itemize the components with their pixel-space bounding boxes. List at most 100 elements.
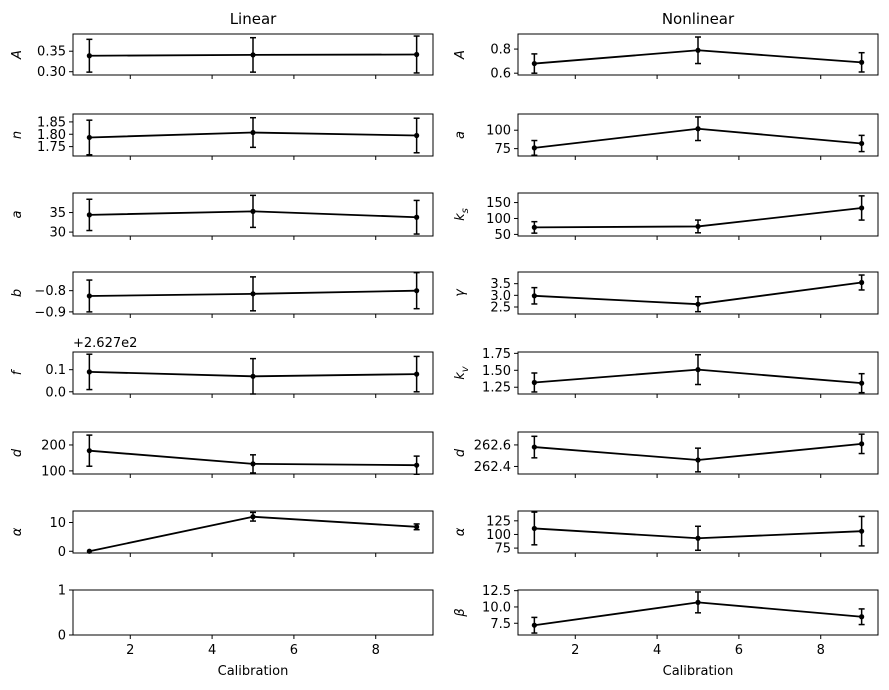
data-point bbox=[86, 369, 92, 375]
axes-frame bbox=[517, 510, 879, 554]
data-point bbox=[531, 293, 537, 299]
y-tick-label: 1.75 bbox=[482, 347, 511, 362]
y-axis-label: β bbox=[453, 608, 468, 617]
y-tick-label: 7.5 bbox=[490, 617, 511, 632]
data-point bbox=[695, 457, 701, 463]
y-tick-label: 0.0 bbox=[45, 385, 66, 400]
y-tick-label: 150 bbox=[486, 196, 511, 211]
y-tick-label: 0.30 bbox=[37, 65, 66, 80]
x-axis-label: Calibration bbox=[218, 664, 289, 679]
data-point bbox=[250, 461, 256, 467]
panel-1-1: 75 100 a bbox=[453, 113, 879, 160]
y-axis-label: d bbox=[453, 448, 468, 457]
y-tick-label: 0 bbox=[58, 545, 66, 560]
data-point bbox=[86, 548, 92, 554]
data-point bbox=[859, 205, 865, 211]
data-point bbox=[695, 535, 701, 541]
data-point bbox=[859, 614, 865, 620]
data-point bbox=[859, 528, 865, 534]
data-point bbox=[531, 145, 537, 151]
data-point bbox=[695, 126, 701, 132]
data-point bbox=[414, 288, 420, 294]
y-tick-label: 2.5 bbox=[490, 301, 511, 316]
y-tick-label: 0.1 bbox=[45, 363, 66, 378]
data-point bbox=[414, 132, 420, 139]
y-tick-label: −0.8 bbox=[34, 284, 66, 299]
data-point bbox=[531, 622, 537, 628]
y-axis-label: γ bbox=[453, 288, 468, 297]
axes-frame bbox=[517, 271, 879, 315]
axes-frame bbox=[72, 510, 434, 554]
y-axis-label: A bbox=[453, 50, 468, 60]
y-tick-label: 1.75 bbox=[37, 140, 66, 155]
panel-1-4: 1.25 1.50 1.75 kv bbox=[453, 347, 879, 398]
axes-frame bbox=[517, 192, 879, 237]
data-point bbox=[250, 52, 256, 58]
panel-1-3: 2.53.03.5 γ bbox=[453, 271, 879, 318]
axes-frame bbox=[517, 113, 879, 157]
x-tick-label: 8 bbox=[372, 643, 380, 658]
x-axis-label: Calibration bbox=[663, 664, 734, 679]
axes-frame bbox=[72, 192, 434, 237]
series-line bbox=[89, 515, 417, 553]
y-tick-label: 200 bbox=[41, 438, 66, 453]
data-point bbox=[414, 462, 420, 468]
data-point bbox=[859, 140, 865, 147]
y-tick-label: 1.50 bbox=[482, 364, 511, 379]
y-offset-text: +2.627e2 bbox=[73, 336, 137, 351]
data-point bbox=[86, 53, 92, 59]
y-axis-label: A bbox=[10, 50, 25, 60]
y-tick-label: 0.35 bbox=[37, 45, 66, 60]
panel-0-1: 1.751.801.85 n bbox=[10, 113, 434, 160]
y-axis-label: a bbox=[453, 131, 468, 139]
y-tick-label: 100 bbox=[486, 212, 511, 227]
data-point bbox=[695, 47, 701, 53]
panel-1-7: 7.5 10.012.5 2 4 6 8 β bbox=[453, 584, 879, 658]
axes-frame bbox=[72, 113, 434, 157]
y-tick-label: 75 bbox=[494, 142, 511, 157]
y-tick-label: 0.6 bbox=[490, 67, 511, 82]
y-tick-label: 100 bbox=[486, 124, 511, 139]
data-point bbox=[859, 380, 865, 386]
panel-0-2: 30 35 a bbox=[10, 192, 434, 241]
x-tick-label: 4 bbox=[653, 643, 661, 658]
column-title-1: Nonlinear bbox=[662, 10, 735, 28]
column-title-0: Linear bbox=[230, 10, 277, 28]
y-axis-label: f bbox=[10, 368, 25, 375]
axes-frame bbox=[72, 271, 434, 315]
panel-0-7: 0 1 2 4 6 8 bbox=[58, 584, 434, 658]
x-tick-label: 2 bbox=[126, 643, 134, 658]
y-tick-label: 100 bbox=[41, 464, 66, 479]
data-point bbox=[250, 129, 256, 136]
y-tick-label: −0.9 bbox=[34, 305, 66, 320]
panel-0-5: 100 200 d bbox=[10, 431, 434, 479]
panel-1-0: 0.6 0.8 A bbox=[453, 33, 879, 82]
y-tick-label: 3.5 bbox=[490, 277, 511, 292]
y-axis-label: ks bbox=[453, 208, 471, 221]
data-point bbox=[531, 379, 537, 386]
panel-1-5: 262.4 262.6 d bbox=[453, 431, 879, 478]
y-tick-label: 100 bbox=[486, 528, 511, 543]
y-tick-label: 10.0 bbox=[482, 600, 511, 615]
data-point bbox=[695, 599, 701, 605]
y-tick-label: 262.4 bbox=[474, 460, 511, 475]
y-tick-label: 75 bbox=[494, 542, 511, 557]
axes-frame bbox=[517, 33, 879, 76]
axes-frame bbox=[517, 589, 879, 636]
y-tick-label: 30 bbox=[49, 226, 66, 241]
y-axis-label: b bbox=[10, 289, 25, 297]
x-tick-label: 2 bbox=[571, 643, 579, 658]
y-tick-label: 35 bbox=[49, 206, 66, 221]
axes-frame bbox=[517, 351, 879, 395]
data-point bbox=[531, 60, 537, 67]
data-point bbox=[86, 448, 92, 454]
data-point bbox=[859, 279, 865, 286]
x-tick-label: 6 bbox=[735, 643, 743, 658]
axes-frame bbox=[72, 33, 434, 76]
data-point bbox=[250, 373, 256, 379]
data-point bbox=[859, 59, 865, 65]
data-point bbox=[250, 514, 256, 520]
data-point bbox=[414, 51, 420, 58]
